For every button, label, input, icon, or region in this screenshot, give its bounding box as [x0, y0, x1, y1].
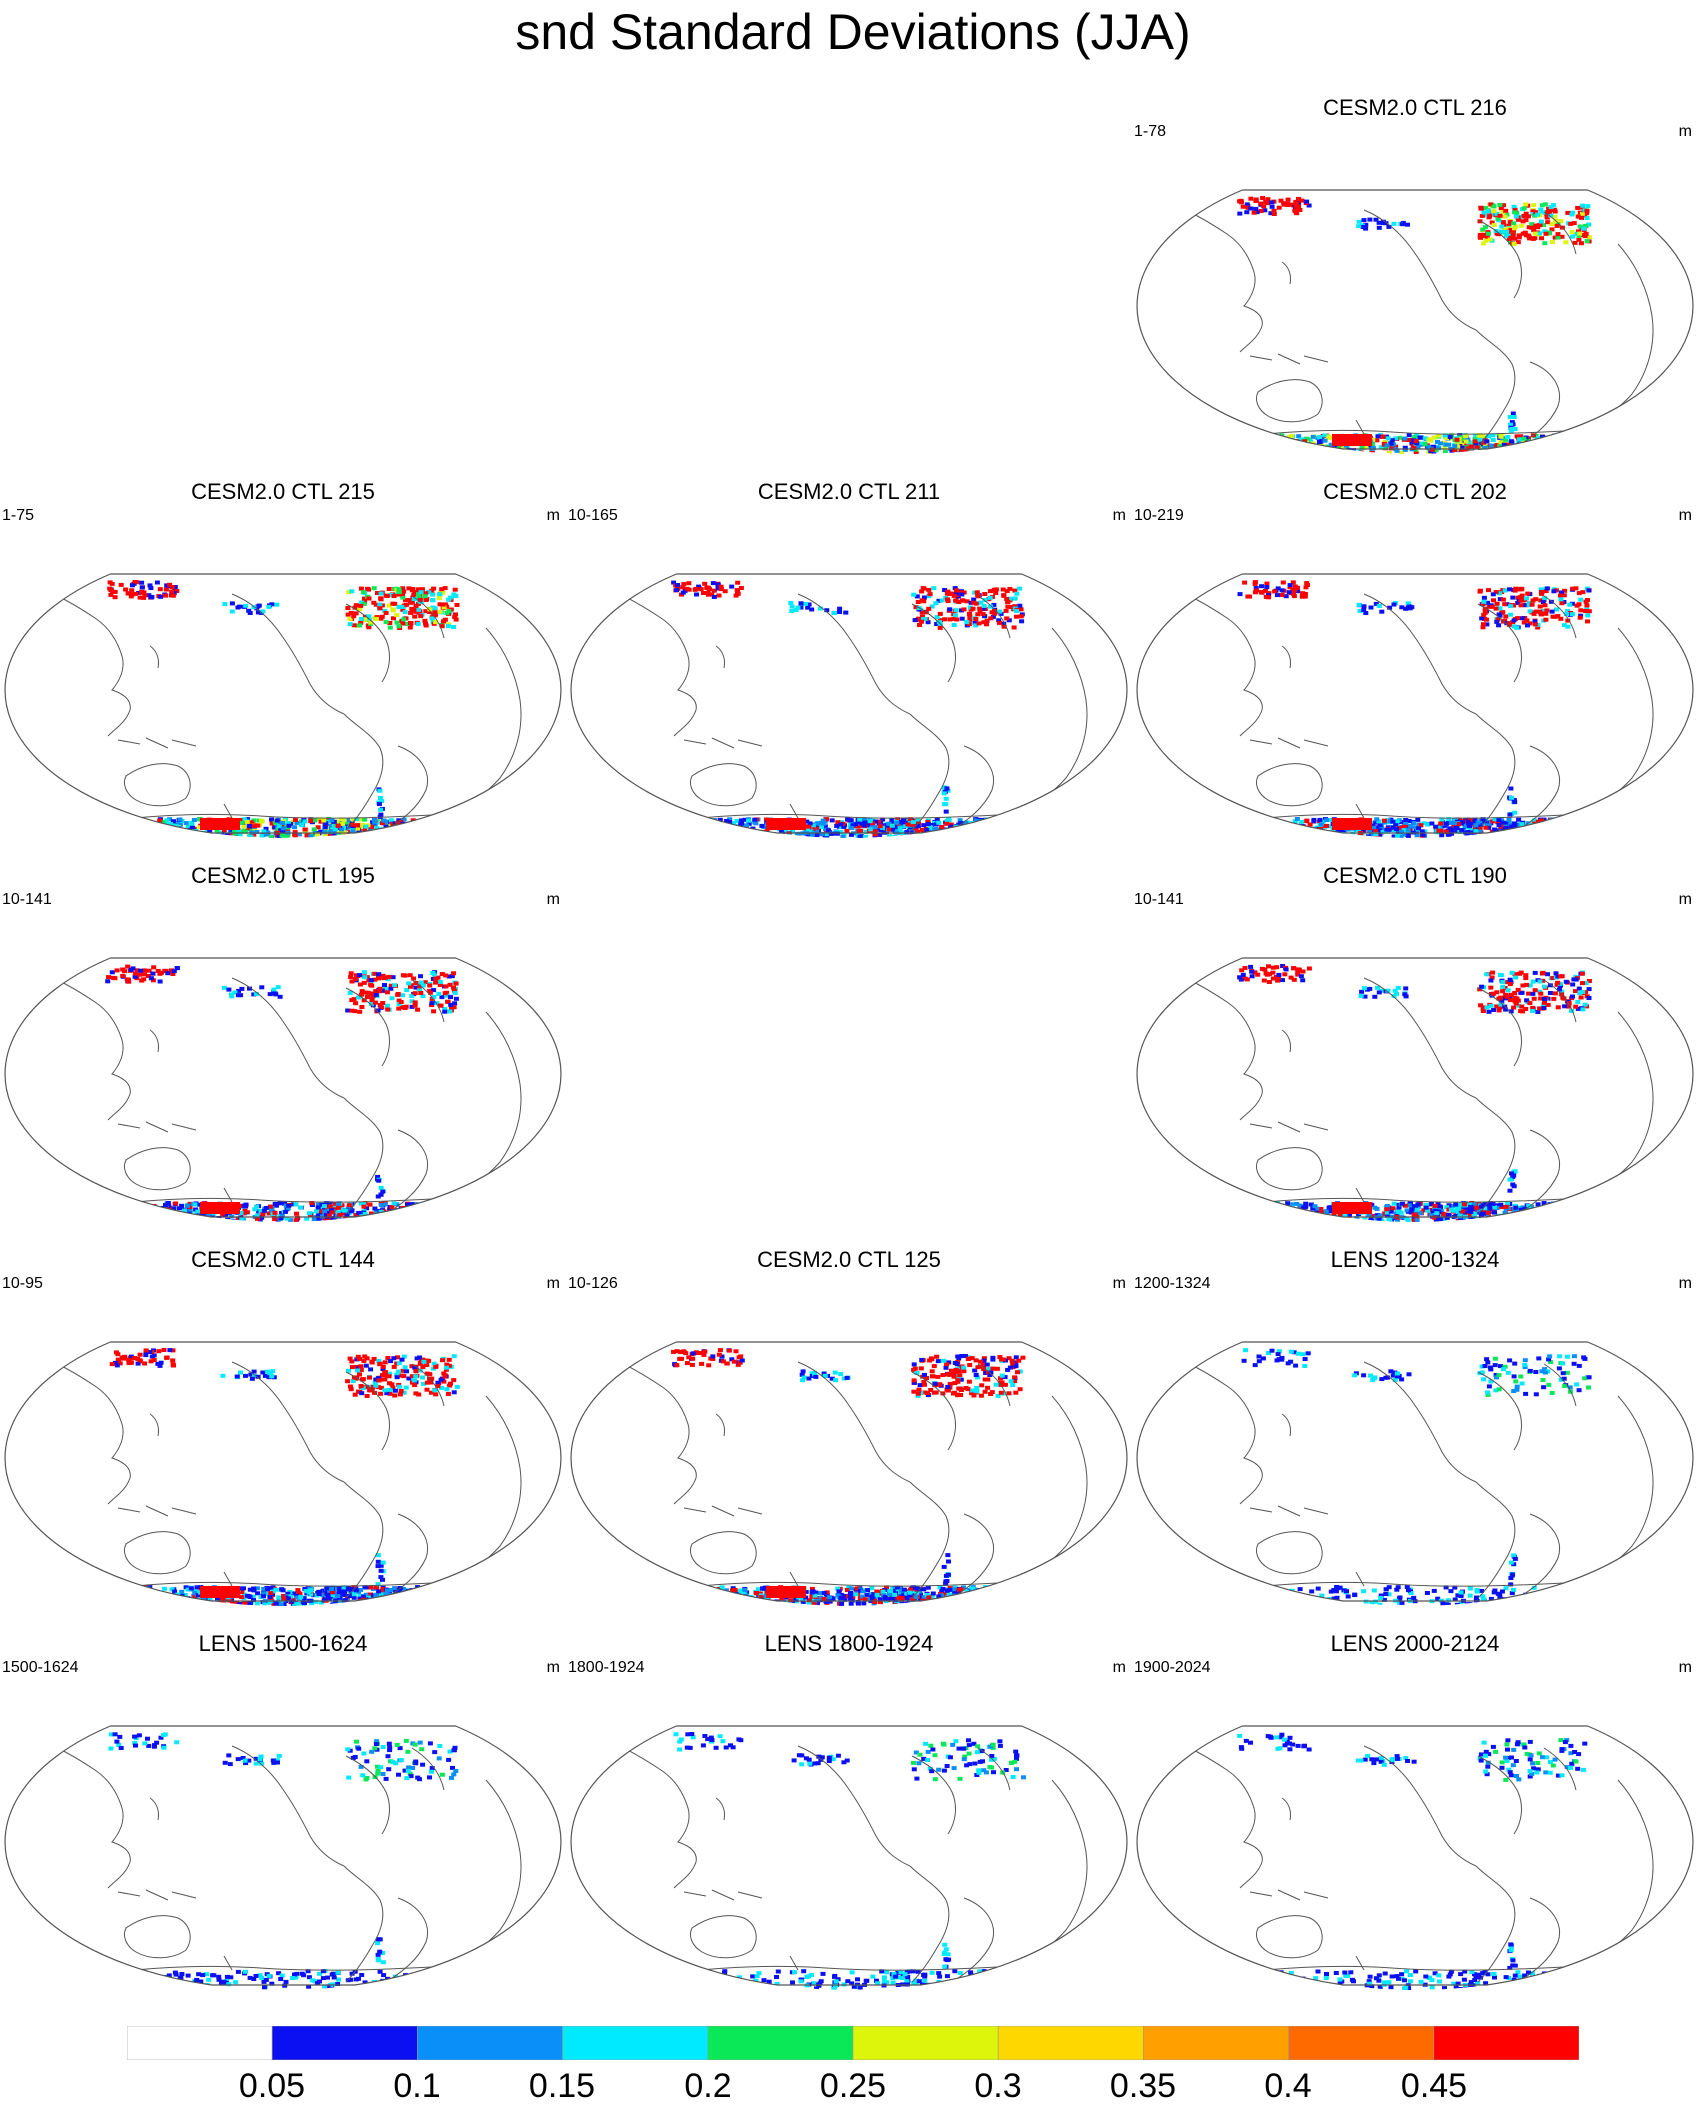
map-panel: CESM2.0 CTL 215 1-75 m	[0, 478, 566, 848]
colorbar-swatch	[1288, 2026, 1435, 2060]
map-panel: CESM2.0 CTL 216 1-78 m	[1132, 94, 1698, 464]
panel-units-label: m	[546, 1275, 560, 1292]
colorbar-swatch	[707, 2026, 854, 2060]
panel-range-label: 1900-2024	[1134, 1659, 1211, 1676]
panel-units-label: m	[546, 1659, 560, 1676]
panel-range-label: 1800-1924	[568, 1659, 645, 1676]
map-panel: CESM2.0 CTL 125 10-126 m	[566, 1246, 1132, 1616]
colorbar-tick-label: 0.35	[1109, 2067, 1177, 2105]
panel-units-label: m	[1678, 123, 1692, 140]
colorbar-swatch	[1433, 2026, 1579, 2060]
panel-range-label: 10-126	[568, 1275, 618, 1292]
world-map	[1136, 1341, 1694, 1606]
panel-title: CESM2.0 CTL 216	[1323, 95, 1507, 120]
colorbar-swatches	[127, 2026, 1579, 2060]
panel-units-label: m	[546, 891, 560, 908]
world-map	[1136, 189, 1694, 454]
map-panel: LENS 1200-1324 1200-1324 m	[1132, 1246, 1698, 1616]
colorbar-tick-label: 0.2	[684, 2067, 732, 2105]
panel-units-label: m	[546, 507, 560, 524]
panel-range-label: 10-219	[1134, 507, 1184, 524]
world-map	[4, 1725, 562, 1990]
map-panel: CESM2.0 CTL 144 10-95 m	[0, 1246, 566, 1616]
panel-title: CESM2.0 CTL 215	[191, 479, 375, 504]
panel-units-label: m	[1112, 507, 1126, 524]
colorbar	[127, 2026, 1579, 2060]
map-panel: CESM2.0 CTL 195 10-141 m	[0, 862, 566, 1232]
panel-range-label: 1-78	[1134, 123, 1167, 140]
panel-units-label: m	[1678, 507, 1692, 524]
colorbar-swatch	[852, 2026, 999, 2060]
panel-title: LENS 1500-1624	[198, 1631, 368, 1656]
colorbar-tick-label: 0.4	[1264, 2067, 1312, 2105]
panel-range-label: 1500-1624	[2, 1659, 79, 1676]
figure-title: snd Standard Deviations (JJA)	[515, 4, 1191, 60]
map-panel: LENS 2000-2124 1900-2024 m	[1132, 1630, 1698, 2000]
panel-units-label: m	[1678, 1659, 1692, 1676]
panel-title: LENS 1800-1924	[764, 1631, 934, 1656]
panel-range-label: 10-141	[1134, 891, 1184, 908]
world-map	[4, 573, 562, 838]
colorbar-swatch	[1143, 2026, 1289, 2060]
panel-range-label: 1-75	[2, 507, 35, 524]
panel-title: LENS 2000-2124	[1330, 1631, 1500, 1656]
panel-range-label: 10-141	[2, 891, 52, 908]
panel-units-label: m	[1678, 1275, 1692, 1292]
map-panel: CESM2.0 CTL 190 10-141 m	[1132, 862, 1698, 1232]
world-map	[570, 1341, 1128, 1606]
panel-units-label: m	[1678, 891, 1692, 908]
world-map	[4, 1341, 562, 1606]
colorbar-tick-label: 0.45	[1400, 2067, 1468, 2105]
world-map	[1136, 1725, 1694, 1990]
panel-title: CESM2.0 CTL 202	[1323, 479, 1507, 504]
map-panel: CESM2.0 CTL 211 10-165 m	[566, 478, 1132, 848]
colorbar-swatch	[127, 2026, 273, 2060]
panel-title: LENS 1200-1324	[1330, 1247, 1500, 1272]
colorbar-swatch	[271, 2026, 418, 2060]
panel-title: CESM2.0 CTL 211	[757, 479, 941, 504]
colorbar-tick-label: 0.25	[819, 2067, 887, 2105]
map-panel: LENS 1500-1624 1500-1624 m	[0, 1630, 566, 2000]
panel-range-label: 1200-1324	[1134, 1275, 1211, 1292]
world-map	[1136, 573, 1694, 838]
colorbar-tick-label: 0.3	[974, 2067, 1022, 2105]
world-map	[570, 573, 1128, 838]
panel-title: CESM2.0 CTL 125	[757, 1247, 941, 1272]
map-panel: CESM2.0 CTL 202 10-219 m	[1132, 478, 1698, 848]
map-panel: LENS 1800-1924 1800-1924 m	[566, 1630, 1132, 2000]
panel-title: CESM2.0 CTL 144	[191, 1247, 375, 1272]
world-map	[4, 957, 562, 1222]
panel-units-label: m	[1112, 1659, 1126, 1676]
panel-title: CESM2.0 CTL 195	[191, 863, 375, 888]
colorbar-tick-label: 0.15	[528, 2067, 596, 2105]
panel-units-label: m	[1112, 1275, 1126, 1292]
panel-range-label: 10-95	[2, 1275, 43, 1292]
panel-range-label: 10-165	[568, 507, 618, 524]
world-map	[1136, 957, 1694, 1222]
colorbar-swatch	[562, 2026, 709, 2060]
world-map	[570, 1725, 1128, 1990]
panel-title: CESM2.0 CTL 190	[1323, 863, 1507, 888]
colorbar-swatch	[997, 2026, 1144, 2060]
colorbar-tick-label: 0.05	[238, 2067, 306, 2105]
colorbar-tick-label: 0.1	[393, 2067, 441, 2105]
colorbar-swatch	[417, 2026, 563, 2060]
